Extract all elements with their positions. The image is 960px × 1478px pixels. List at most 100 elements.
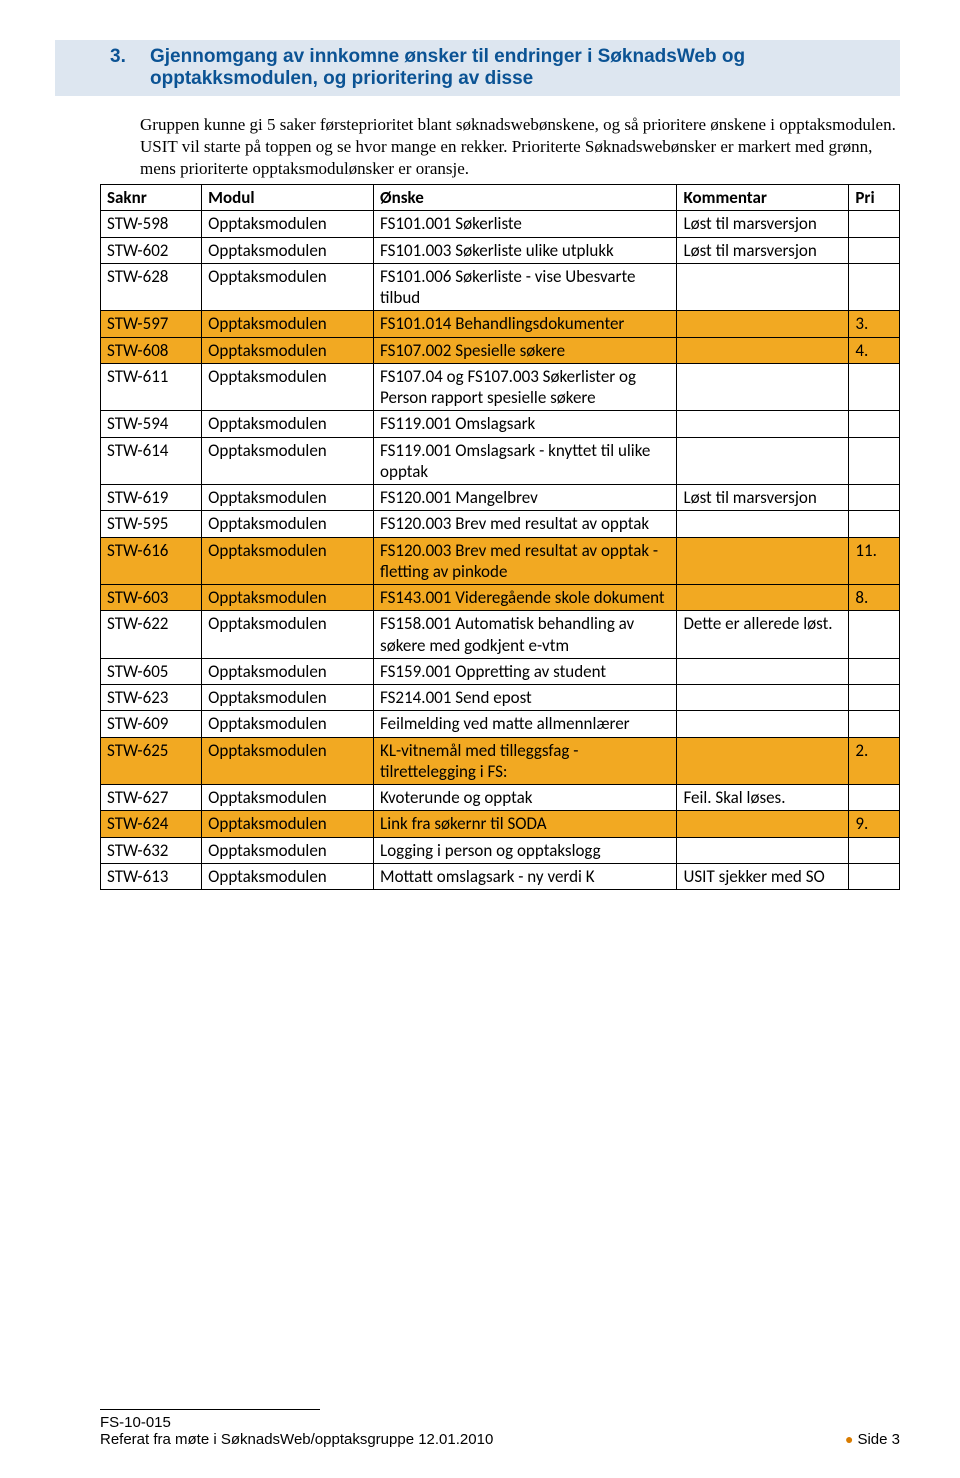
page-label: Side 3 — [857, 1431, 900, 1448]
cell-saknr: STW-605 — [101, 658, 202, 684]
cell-modul: Opptaksmodulen — [202, 237, 374, 263]
cell-saknr: STW-598 — [101, 211, 202, 237]
cell-modul: Opptaksmodulen — [202, 658, 374, 684]
section-heading: 3. Gjennomgang av innkomne ønsker til en… — [100, 40, 900, 96]
cell-pri — [849, 837, 900, 863]
cell-onske: FS120.001 Mangelbrev — [374, 485, 677, 511]
cell-onske: FS143.001 Videregående skole dokument — [374, 585, 677, 611]
cell-kommentar — [677, 363, 849, 411]
cell-pri: 4. — [849, 337, 900, 363]
cell-onske: FS101.014 Behandlingsdokumenter — [374, 311, 677, 337]
cell-pri: 2. — [849, 737, 900, 785]
table-row: STW-625OpptaksmodulenKL-vitnemål med til… — [101, 737, 900, 785]
cell-pri — [849, 437, 900, 485]
cell-saknr: STW-613 — [101, 863, 202, 889]
cell-kommentar — [677, 685, 849, 711]
cell-kommentar: USIT sjekker med SO — [677, 863, 849, 889]
cell-modul: Opptaksmodulen — [202, 837, 374, 863]
cell-modul: Opptaksmodulen — [202, 337, 374, 363]
cell-pri: 9. — [849, 811, 900, 837]
footer-reference: FS-10-015 — [100, 1414, 493, 1431]
cell-saknr: STW-632 — [101, 837, 202, 863]
cell-kommentar — [677, 711, 849, 737]
table-row: STW-613OpptaksmodulenMottatt omslagsark … — [101, 863, 900, 889]
cell-pri — [849, 611, 900, 659]
cell-saknr: STW-619 — [101, 485, 202, 511]
page: 3. Gjennomgang av innkomne ønsker til en… — [0, 0, 960, 1478]
table-row: STW-594OpptaksmodulenFS119.001 Omslagsar… — [101, 411, 900, 437]
footer-subtitle: Referat fra møte i SøknadsWeb/opptaksgru… — [100, 1431, 493, 1448]
cell-onske: Feilmelding ved matte allmennlærer — [374, 711, 677, 737]
cell-saknr: STW-594 — [101, 411, 202, 437]
cell-pri — [849, 411, 900, 437]
cell-saknr: STW-603 — [101, 585, 202, 611]
cell-modul: Opptaksmodulen — [202, 611, 374, 659]
heading-title: Gjennomgang av innkomne ønsker til endri… — [150, 46, 745, 89]
cell-kommentar — [677, 263, 849, 311]
table-row: STW-608OpptaksmodulenFS107.002 Spesielle… — [101, 337, 900, 363]
intro-paragraph: Gruppen kunne gi 5 saker førsteprioritet… — [140, 114, 900, 180]
cell-pri — [849, 685, 900, 711]
table-row: STW-628OpptaksmodulenFS101.006 Søkerlist… — [101, 263, 900, 311]
cell-onske: Kvoterunde og opptak — [374, 785, 677, 811]
table-row: STW-609OpptaksmodulenFeilmelding ved mat… — [101, 711, 900, 737]
cell-onske: FS101.006 Søkerliste - vise Ubesvarte ti… — [374, 263, 677, 311]
cell-modul: Opptaksmodulen — [202, 737, 374, 785]
cell-saknr: STW-628 — [101, 263, 202, 311]
cell-modul: Opptaksmodulen — [202, 785, 374, 811]
cell-saknr: STW-614 — [101, 437, 202, 485]
cell-saknr: STW-627 — [101, 785, 202, 811]
table-row: STW-597OpptaksmodulenFS101.014 Behandlin… — [101, 311, 900, 337]
cell-kommentar — [677, 311, 849, 337]
cell-modul: Opptaksmodulen — [202, 263, 374, 311]
cell-onske: FS101.003 Søkerliste ulike utplukk — [374, 237, 677, 263]
cell-modul: Opptaksmodulen — [202, 211, 374, 237]
table-row: STW-623OpptaksmodulenFS214.001 Send epos… — [101, 685, 900, 711]
cell-modul: Opptaksmodulen — [202, 537, 374, 585]
cell-pri — [849, 363, 900, 411]
cell-saknr: STW-616 — [101, 537, 202, 585]
cell-kommentar: Løst til marsversjon — [677, 211, 849, 237]
cell-kommentar: Løst til marsversjon — [677, 237, 849, 263]
cell-onske: FS159.001 Oppretting av student — [374, 658, 677, 684]
cell-onske: FS101.001 Søkerliste — [374, 211, 677, 237]
cell-saknr: STW-623 — [101, 685, 202, 711]
cell-modul: Opptaksmodulen — [202, 437, 374, 485]
col-header-modul: Modul — [202, 185, 374, 211]
cell-saknr: STW-611 — [101, 363, 202, 411]
cell-modul: Opptaksmodulen — [202, 863, 374, 889]
table-row: STW-605OpptaksmodulenFS159.001 Opprettin… — [101, 658, 900, 684]
cell-pri — [849, 263, 900, 311]
wishes-table: Saknr Modul Ønske Kommentar Pri STW-598O… — [100, 184, 900, 890]
cell-kommentar: Løst til marsversjon — [677, 485, 849, 511]
cell-pri: 11. — [849, 537, 900, 585]
cell-kommentar — [677, 411, 849, 437]
cell-modul: Opptaksmodulen — [202, 485, 374, 511]
cell-modul: Opptaksmodulen — [202, 585, 374, 611]
cell-saknr: STW-622 — [101, 611, 202, 659]
cell-pri — [849, 511, 900, 537]
cell-kommentar — [677, 585, 849, 611]
cell-kommentar — [677, 537, 849, 585]
cell-onske: FS119.001 Omslagsark - knyttet til ulike… — [374, 437, 677, 485]
col-header-pri: Pri — [849, 185, 900, 211]
table-row: STW-595OpptaksmodulenFS120.003 Brev med … — [101, 511, 900, 537]
col-header-onske: Ønske — [374, 185, 677, 211]
cell-saknr: STW-597 — [101, 311, 202, 337]
footer-rule — [100, 1409, 320, 1410]
cell-onske: FS214.001 Send epost — [374, 685, 677, 711]
bullet-icon: ● — [845, 1431, 853, 1447]
cell-saknr: STW-595 — [101, 511, 202, 537]
cell-onske: FS120.003 Brev med resultat av opptak — [374, 511, 677, 537]
cell-pri — [849, 863, 900, 889]
cell-saknr: STW-624 — [101, 811, 202, 837]
table-row: STW-627OpptaksmodulenKvoterunde og oppta… — [101, 785, 900, 811]
cell-onske: Logging i person og opptakslogg — [374, 837, 677, 863]
cell-kommentar: Feil. Skal løses. — [677, 785, 849, 811]
cell-modul: Opptaksmodulen — [202, 363, 374, 411]
cell-pri: 3. — [849, 311, 900, 337]
cell-pri — [849, 658, 900, 684]
cell-onske: Link fra søkernr til SODA — [374, 811, 677, 837]
cell-kommentar — [677, 811, 849, 837]
cell-onske: FS158.001 Automatisk behandling av søker… — [374, 611, 677, 659]
